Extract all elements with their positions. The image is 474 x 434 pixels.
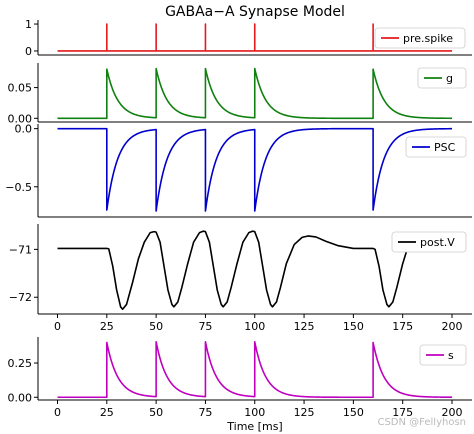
x-tick-label: 75 bbox=[198, 320, 212, 333]
pre-spike-panel: 0 1 pre.spike bbox=[25, 18, 472, 58]
legend-frame bbox=[391, 231, 467, 253]
legend: PSC bbox=[405, 136, 467, 158]
psc-panel: 0.0 −0.5 PSC bbox=[5, 123, 472, 218]
y-tick-label: 0.00 bbox=[8, 112, 33, 125]
series-line-s bbox=[57, 341, 453, 399]
s-panel: 0.00 0.25 0 25 50 75 100 125 150 175 200 s bbox=[8, 337, 472, 419]
x-tick-label: 125 bbox=[294, 406, 315, 419]
x-tick-label: 150 bbox=[343, 320, 364, 333]
post-v-panel: −71 −72 0 25 50 75 100 125 150 175 200 post.V bbox=[9, 224, 472, 333]
x-tick-label: 200 bbox=[442, 320, 463, 333]
x-tick-label: 75 bbox=[198, 406, 212, 419]
legend: pre.spike bbox=[374, 27, 466, 49]
x-tick-label: 125 bbox=[294, 320, 315, 333]
series-line-pre-spike bbox=[57, 23, 452, 52]
y-tick-label: 0.0 bbox=[15, 123, 33, 136]
legend-label: post.V bbox=[420, 236, 455, 249]
x-axis-label: Time [ms] bbox=[226, 420, 282, 433]
x-tick-label: 25 bbox=[100, 320, 114, 333]
x-tick-label: 100 bbox=[244, 320, 265, 333]
x-tick-label: 25 bbox=[100, 406, 114, 419]
y-tick-label: −0.5 bbox=[5, 181, 32, 194]
figure-title: GABAa−A Synapse Model bbox=[165, 4, 345, 20]
series-line-g bbox=[57, 67, 453, 120]
x-tick-label: 175 bbox=[392, 406, 413, 419]
y-tick-label: 0.00 bbox=[8, 391, 33, 404]
series-line-psc bbox=[57, 127, 453, 212]
g-panel: 0.00 0.05 g bbox=[8, 63, 472, 125]
x-tick-label: 175 bbox=[392, 320, 413, 333]
y-tick-label: −72 bbox=[9, 291, 32, 304]
series-line-post-v bbox=[57, 230, 453, 311]
y-tick-label: 0.25 bbox=[8, 357, 33, 370]
x-tick-label: 50 bbox=[149, 320, 163, 333]
legend: g bbox=[417, 67, 467, 89]
x-tick-label: 50 bbox=[149, 406, 163, 419]
y-tick-label: 1 bbox=[25, 18, 32, 31]
legend-frame bbox=[374, 27, 466, 49]
legend-frame bbox=[405, 136, 467, 158]
legend-label: s bbox=[448, 349, 454, 362]
y-tick-label: 0 bbox=[25, 45, 32, 58]
x-tick-label: 0 bbox=[54, 320, 61, 333]
x-tick-label: 150 bbox=[343, 406, 364, 419]
x-tick-label: 100 bbox=[244, 406, 265, 419]
x-tick-label: 0 bbox=[54, 406, 61, 419]
panels-group: 0 1 pre.spike 0.00 0.05 g 0.0 −0.5 PSC −71 −72 0 25 5… bbox=[5, 18, 472, 419]
x-tick-label: 200 bbox=[442, 406, 463, 419]
legend: s bbox=[419, 344, 467, 366]
y-tick-label: 0.05 bbox=[8, 82, 33, 95]
legend: post.V bbox=[391, 231, 467, 253]
legend-label: PSC bbox=[434, 141, 456, 154]
legend-label: g bbox=[446, 72, 453, 85]
legend-label: pre.spike bbox=[403, 32, 453, 45]
watermark: CSDN @Fellyhosn bbox=[377, 417, 466, 428]
y-tick-label: −71 bbox=[9, 243, 32, 256]
